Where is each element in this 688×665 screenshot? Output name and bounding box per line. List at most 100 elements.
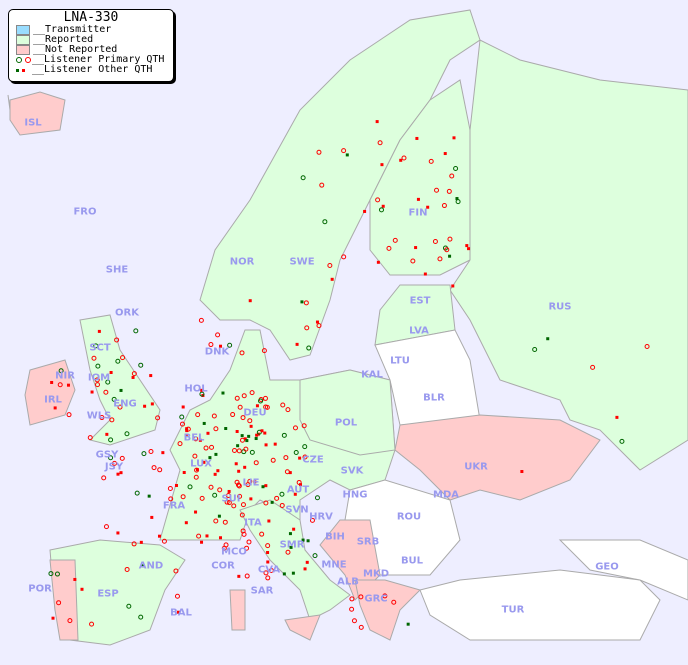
listener-other-marker bbox=[119, 388, 123, 392]
listener-other-marker bbox=[305, 560, 309, 564]
country-label-deu: DEU bbox=[243, 407, 267, 419]
listener-primary-marker bbox=[208, 484, 214, 490]
listener-other-marker bbox=[205, 534, 209, 538]
listener-other-marker bbox=[452, 136, 456, 140]
listener-primary-marker bbox=[258, 398, 264, 404]
listener-other-marker bbox=[414, 246, 418, 250]
country-label-mkd: MKD bbox=[362, 568, 390, 580]
listener-primary-marker bbox=[314, 495, 320, 501]
listener-primary-marker bbox=[306, 345, 312, 351]
listener-other-marker bbox=[221, 391, 225, 395]
country-label-cze: CZE bbox=[302, 454, 324, 466]
country-label-bul: BUL bbox=[400, 555, 424, 567]
listener-other-marker bbox=[330, 277, 334, 281]
listener-primary-marker bbox=[148, 449, 154, 455]
country-label-hrv: HRV bbox=[309, 511, 333, 523]
listener-primary-marker bbox=[234, 395, 240, 401]
listener-primary-marker bbox=[208, 342, 214, 348]
listener-primary-marker bbox=[410, 258, 416, 264]
listener-other-marker bbox=[376, 260, 380, 264]
listener-primary-marker bbox=[247, 418, 253, 424]
listener-primary-marker bbox=[293, 450, 299, 456]
country-label-geo: GEO bbox=[595, 561, 619, 573]
country-label-sui: SUI bbox=[221, 493, 241, 505]
listener-other-marker bbox=[266, 551, 270, 555]
listener-other-marker bbox=[406, 622, 410, 626]
listener-primary-marker bbox=[327, 262, 333, 268]
listener-other-marker bbox=[261, 485, 265, 489]
country-label-gsy: GSY bbox=[95, 449, 119, 461]
listener-primary-marker bbox=[105, 379, 111, 385]
listener-primary-marker bbox=[232, 448, 238, 454]
listener-primary-marker bbox=[455, 199, 461, 205]
listener-primary-marker bbox=[382, 593, 388, 599]
listener-primary-marker bbox=[437, 256, 443, 262]
listener-other-marker bbox=[149, 374, 153, 378]
listener-primary-marker bbox=[249, 390, 255, 396]
listener-primary-marker bbox=[93, 343, 99, 349]
listener-primary-marker bbox=[386, 245, 392, 251]
listener-other-marker bbox=[266, 560, 270, 564]
listener-primary-marker bbox=[303, 300, 309, 306]
listener-other-marker bbox=[116, 531, 120, 535]
listener-other-marker bbox=[119, 471, 123, 475]
listener-primary-marker bbox=[375, 197, 381, 203]
transmitter-swatch bbox=[16, 25, 30, 35]
listener-primary-marker bbox=[304, 325, 310, 331]
country-label-ita: ITA bbox=[244, 517, 262, 529]
listener-other-marker bbox=[399, 158, 403, 162]
listener-other-marker bbox=[200, 388, 204, 392]
listener-primary-marker bbox=[225, 493, 231, 499]
listener-other-marker bbox=[184, 521, 188, 525]
listener-primary-marker bbox=[124, 566, 130, 572]
listener-primary-marker bbox=[224, 499, 230, 505]
listener-other-marker bbox=[143, 404, 147, 408]
listener-other-marker bbox=[147, 494, 151, 498]
listener-primary-marker bbox=[244, 573, 250, 579]
land-ireland bbox=[24, 359, 76, 426]
listener-primary-marker bbox=[108, 437, 114, 443]
country-label-jsy: JSY bbox=[104, 461, 124, 473]
listener-primary-marker bbox=[283, 455, 289, 461]
legend-reported: __Reported bbox=[9, 35, 173, 45]
listener-primary-marker bbox=[444, 247, 450, 253]
listener-other-marker bbox=[315, 320, 319, 324]
listener-other-marker bbox=[248, 299, 252, 303]
country-label-mda: MDA bbox=[433, 489, 459, 501]
listener-primary-marker bbox=[590, 364, 596, 370]
country-label-lie: LIE bbox=[242, 477, 260, 489]
legend-primary-qth: __Listener Primary QTH bbox=[9, 55, 173, 65]
listener-primary-marker bbox=[302, 444, 308, 450]
listener-primary-marker bbox=[428, 158, 434, 164]
country-label-fra: FRA bbox=[162, 500, 186, 512]
listener-primary-marker bbox=[212, 492, 218, 498]
listener-other-marker bbox=[270, 500, 274, 504]
listener-primary-marker bbox=[235, 482, 241, 488]
listener-primary-marker bbox=[349, 606, 355, 612]
listener-primary-marker bbox=[157, 467, 163, 473]
listener-primary-marker bbox=[244, 545, 250, 551]
listener-other-marker bbox=[416, 197, 420, 201]
listener-other-marker bbox=[213, 472, 217, 476]
land-portugal bbox=[49, 559, 79, 641]
listener-primary-marker bbox=[95, 363, 101, 369]
listener-other-marker bbox=[66, 383, 70, 387]
listener-other-marker bbox=[243, 465, 247, 469]
listener-other-marker bbox=[90, 390, 94, 394]
listener-primary-marker bbox=[358, 624, 364, 630]
listener-other-marker bbox=[185, 427, 189, 431]
listener-primary-marker bbox=[134, 490, 140, 496]
listener-other-marker bbox=[363, 209, 367, 213]
listener-primary-marker bbox=[126, 603, 132, 609]
listener-other-marker bbox=[267, 519, 271, 523]
legend-label: __Not Reported bbox=[33, 44, 118, 55]
listener-primary-marker bbox=[103, 524, 109, 530]
listener-primary-marker bbox=[57, 382, 63, 388]
listener-primary-marker bbox=[103, 389, 109, 395]
listener-other-marker bbox=[208, 456, 212, 460]
listener-other-marker bbox=[235, 429, 239, 433]
listener-primary-marker bbox=[193, 474, 199, 480]
listener-primary-marker bbox=[280, 402, 286, 408]
listener-other-marker bbox=[288, 532, 292, 536]
